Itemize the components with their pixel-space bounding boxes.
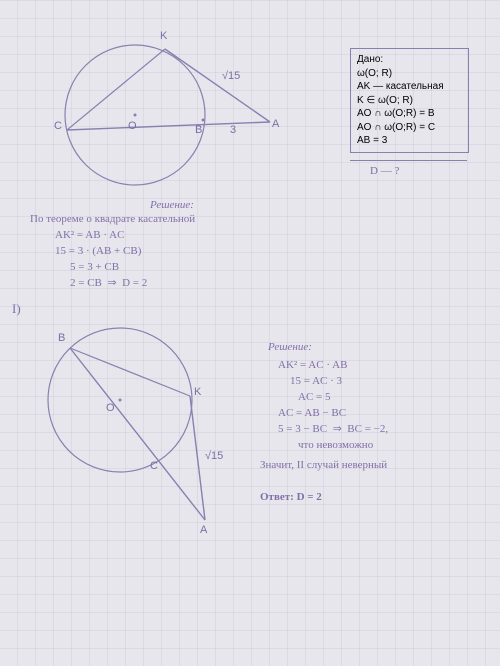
solution2-l6: что невозможно [298, 438, 373, 453]
pt-o-2: O [106, 402, 115, 414]
solution2-l4: AC = AB − BC [278, 406, 346, 421]
solution2-l7: Значит, II случай неверный [260, 458, 387, 473]
pt-a-2: A [200, 524, 207, 536]
seg-ak-label-2: √15 [205, 450, 223, 462]
pt-k-2: K [194, 386, 201, 398]
solution2-l1: AK² = AC · AB [278, 358, 347, 373]
pt-c-2: C [150, 460, 158, 472]
solution2-answer: Ответ: D = 2 [260, 490, 322, 505]
solution2-l5: 5 = 3 − BC ⇒ BC = −2, [278, 422, 388, 437]
solution2-l3: AC = 5 [298, 390, 330, 405]
solution2-title: Решение: [268, 340, 312, 355]
pt-b-2: B [58, 332, 65, 344]
solution2-l2: 15 = AC · 3 [290, 374, 342, 389]
figure-2 [0, 0, 500, 666]
